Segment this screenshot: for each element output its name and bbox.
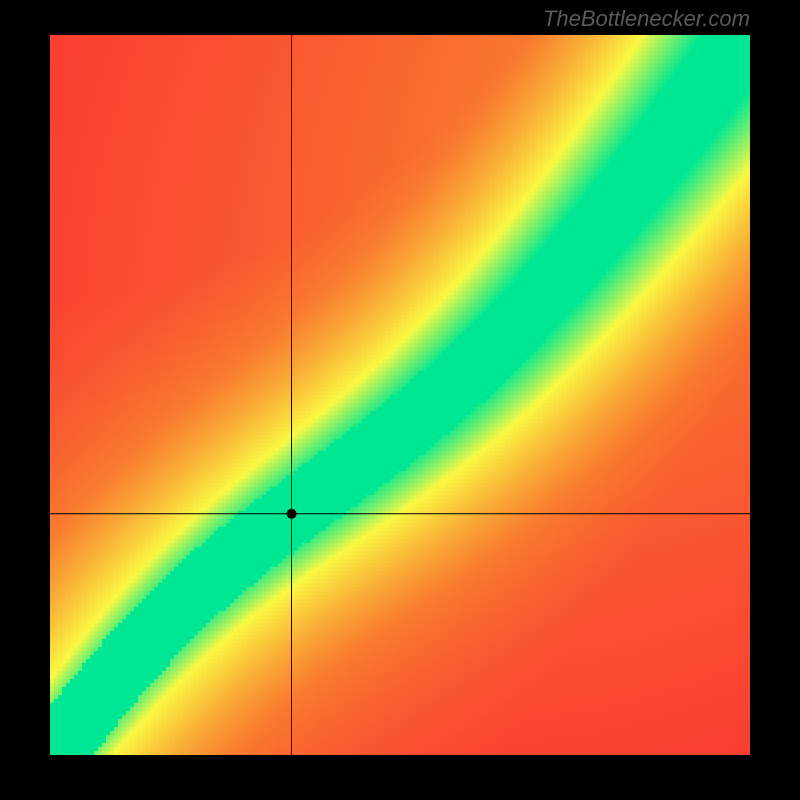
watermark-text: TheBottlenecker.com [543,6,750,32]
chart-container: TheBottlenecker.com [0,0,800,800]
bottleneck-heatmap [50,35,750,755]
